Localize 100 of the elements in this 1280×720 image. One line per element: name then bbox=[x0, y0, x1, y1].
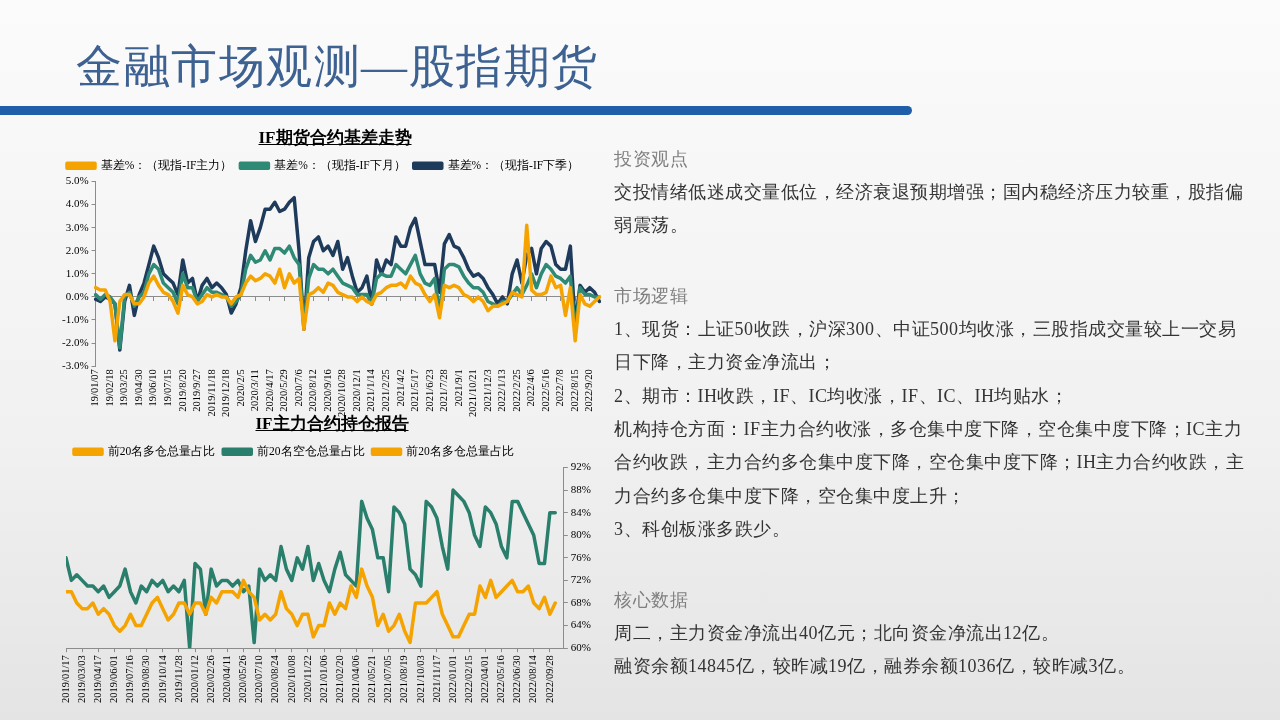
text: 机构持仓方面：IF主力合约收涨，多仓集中度下降，空仓集中度下降；IC主力合约收跌，主力合约多仓集中度下降，空仓集中度下降；IH主力合约收跌，主力合约多仓集中度下降，空仓集中度上升； bbox=[614, 418, 1246, 508]
x-tick-label: 2020/5/29 bbox=[278, 369, 290, 412]
x-tick-label: 2022/8/15 bbox=[568, 369, 580, 412]
x-tick-label: 2022/9/20 bbox=[583, 369, 595, 412]
y-tick-label: -1.0% bbox=[62, 312, 89, 325]
x-tick-label: 2021/5/17 bbox=[409, 369, 421, 412]
x-tick-label: 2021/01/06 bbox=[317, 655, 329, 704]
x-tick-label: 2022/1/13 bbox=[496, 369, 508, 412]
text: 2、期市：IH收跌，IF、IC均收涨，IF、IC、IH均贴水； bbox=[614, 384, 1070, 408]
x-tick-label: 2021/9/1 bbox=[452, 369, 464, 407]
x-tick-label: 2020/9/16 bbox=[321, 369, 333, 412]
x-tick-label: 19/06/10 bbox=[147, 369, 159, 407]
x-tick-label: 2022/2/25 bbox=[510, 369, 522, 412]
x-tick-label: 2022/04/01 bbox=[479, 655, 491, 704]
x-tick-label: 2021/11/17 bbox=[430, 655, 442, 703]
x-tick-label: 2021/04/06 bbox=[350, 655, 362, 704]
x-tick-label: 2021/10/03 bbox=[414, 655, 426, 704]
x-tick-label: 2020/01/12 bbox=[188, 655, 200, 704]
x-tick-label: 2021/07/05 bbox=[382, 655, 394, 704]
text: 1、现货：上证50收跌，沪深300、中证500均收涨，三股指成交量较上一交易日下降，主力资金净流出； bbox=[614, 317, 1237, 375]
x-tick-label: 2021/02/20 bbox=[333, 655, 345, 704]
y-tick-label: 5.0% bbox=[65, 174, 89, 187]
legend-label: 前20名空仓总量占比 bbox=[257, 443, 365, 457]
y2-tick-label: 68% bbox=[570, 595, 592, 608]
y-tick-label: 1.0% bbox=[65, 266, 89, 279]
text: 核心数据 bbox=[614, 588, 689, 612]
x-tick-label: 19/02/18 bbox=[103, 369, 115, 407]
y2-tick-label: 88% bbox=[570, 482, 592, 495]
x-tick-label: 2019/12/18 bbox=[220, 369, 232, 418]
x-tick-label: 2021/6/23 bbox=[423, 369, 435, 412]
legend-label: 基差%：（现指-IF下月） bbox=[274, 158, 406, 172]
x-tick-label: 2022/08/14 bbox=[527, 654, 539, 704]
text: 投资观点 bbox=[614, 148, 689, 171]
x-tick-label: 2020/2/5 bbox=[234, 369, 246, 407]
y2-tick-label: 84% bbox=[570, 505, 592, 518]
y2-tick-label: 80% bbox=[570, 528, 592, 541]
chart-title: IF期货合约基差走势 bbox=[258, 128, 412, 147]
text: 交投情绪低迷成交量低位，经济衰退预期增强；国内稳经济压力较重，股指偏弱震荡。 bbox=[614, 181, 1244, 238]
x-tick-label: 2020/07/10 bbox=[253, 655, 265, 704]
y2-tick-label: 64% bbox=[570, 618, 592, 631]
y-tick-label: -2.0% bbox=[62, 335, 89, 348]
y-tick-label: 3.0% bbox=[65, 220, 89, 233]
legend-label: 基差%：（现指-IF主力） bbox=[100, 157, 233, 172]
x-tick-label: 2021/10/21 bbox=[467, 369, 479, 418]
x-tick-label: 2022/4/6 bbox=[525, 369, 537, 407]
x-tick-label: 2022/01/01 bbox=[446, 655, 458, 704]
legend-label: 基差%：（现指-IF下季） bbox=[447, 158, 580, 172]
y2-tick-label: 76% bbox=[570, 550, 592, 563]
text: 金融市场观测—股指期货 bbox=[76, 40, 599, 94]
y-tick-label: 0.0% bbox=[65, 289, 89, 302]
y-tick-label: 2.0% bbox=[65, 243, 89, 256]
x-tick-label: 2020/8/12 bbox=[307, 369, 319, 412]
y2-tick-label: 92% bbox=[570, 460, 592, 473]
x-tick-label: 2022/02/15 bbox=[462, 655, 474, 704]
x-tick-label: 2022/5/16 bbox=[539, 369, 551, 412]
x-tick-label: 2019/07/16 bbox=[124, 655, 136, 704]
x-tick-label: 2021/4/2 bbox=[394, 369, 406, 407]
x-tick-label: 2021/08/19 bbox=[398, 655, 410, 704]
x-tick-label: 2019/03/03 bbox=[75, 655, 87, 704]
x-tick-label: 2019/11/28 bbox=[172, 655, 184, 703]
x-tick-label: 2020/3/11 bbox=[249, 369, 261, 412]
x-tick-label: 19/03/25 bbox=[118, 369, 130, 407]
text: 周二，主力资金净流出40亿元；北向资金净流出12亿。 bbox=[614, 621, 1060, 645]
x-tick-label: 2020/11/22 bbox=[301, 655, 313, 703]
legend-label: 前20名多仓总量占比 bbox=[107, 444, 216, 457]
x-tick-label: 2022/7/8 bbox=[554, 369, 566, 407]
x-tick-label: 2020/02/26 bbox=[204, 655, 216, 704]
y-tick-label: 4.0% bbox=[65, 197, 89, 210]
x-tick-label: 2022/09/28 bbox=[543, 655, 555, 704]
text: 市场逻辑 bbox=[614, 284, 689, 308]
x-tick-label: 19/07/15 bbox=[161, 369, 173, 407]
x-tick-label: 19/01/07 bbox=[89, 369, 101, 407]
x-tick-label: 2022/06/30 bbox=[511, 655, 523, 704]
text: 3、科创板涨多跌少。 bbox=[614, 518, 791, 542]
x-tick-label: 2020/08/24 bbox=[269, 654, 281, 704]
x-tick-label: 2021/1/14 bbox=[365, 368, 377, 412]
x-tick-label: 2020/10/08 bbox=[285, 655, 297, 704]
x-tick-label: 2020/04/11 bbox=[221, 655, 233, 703]
x-tick-label: 2019/04/17 bbox=[92, 655, 104, 704]
x-tick-label: 2020/05/26 bbox=[237, 655, 249, 704]
x-tick-label: 2022/05/16 bbox=[495, 655, 507, 704]
legend-label: 前20名多仓总量占比 bbox=[406, 444, 514, 457]
y2-tick-label: 60% bbox=[570, 641, 592, 654]
x-tick-label: 2020/4/17 bbox=[263, 369, 275, 412]
x-tick-label: 2019/06/01 bbox=[108, 655, 120, 704]
x-tick-label: 2019/01/17 bbox=[59, 655, 71, 704]
x-tick-label: 2019/9/27 bbox=[191, 369, 203, 412]
x-tick-label: 2019/10/14 bbox=[156, 654, 168, 704]
x-tick-label: 2021/7/28 bbox=[438, 369, 450, 412]
x-tick-label: 2019/8/20 bbox=[176, 369, 188, 412]
y-tick-label: -3.0% bbox=[62, 359, 89, 372]
y2-tick-label: 72% bbox=[570, 573, 592, 586]
x-tick-label: 2020/7/6 bbox=[292, 369, 304, 407]
x-tick-label: 2021/05/21 bbox=[366, 655, 378, 704]
text: 融资余额14845亿，较昨减19亿，融券余额1036亿，较昨减3亿。 bbox=[614, 655, 1136, 679]
x-tick-label: 19/04/30 bbox=[132, 369, 144, 407]
x-tick-label: 2021/12/3 bbox=[481, 369, 493, 412]
x-tick-label: 2020/12/1 bbox=[350, 369, 362, 412]
x-tick-label: 2019/08/30 bbox=[140, 655, 152, 704]
x-tick-label: 2019/11/18 bbox=[205, 369, 217, 417]
